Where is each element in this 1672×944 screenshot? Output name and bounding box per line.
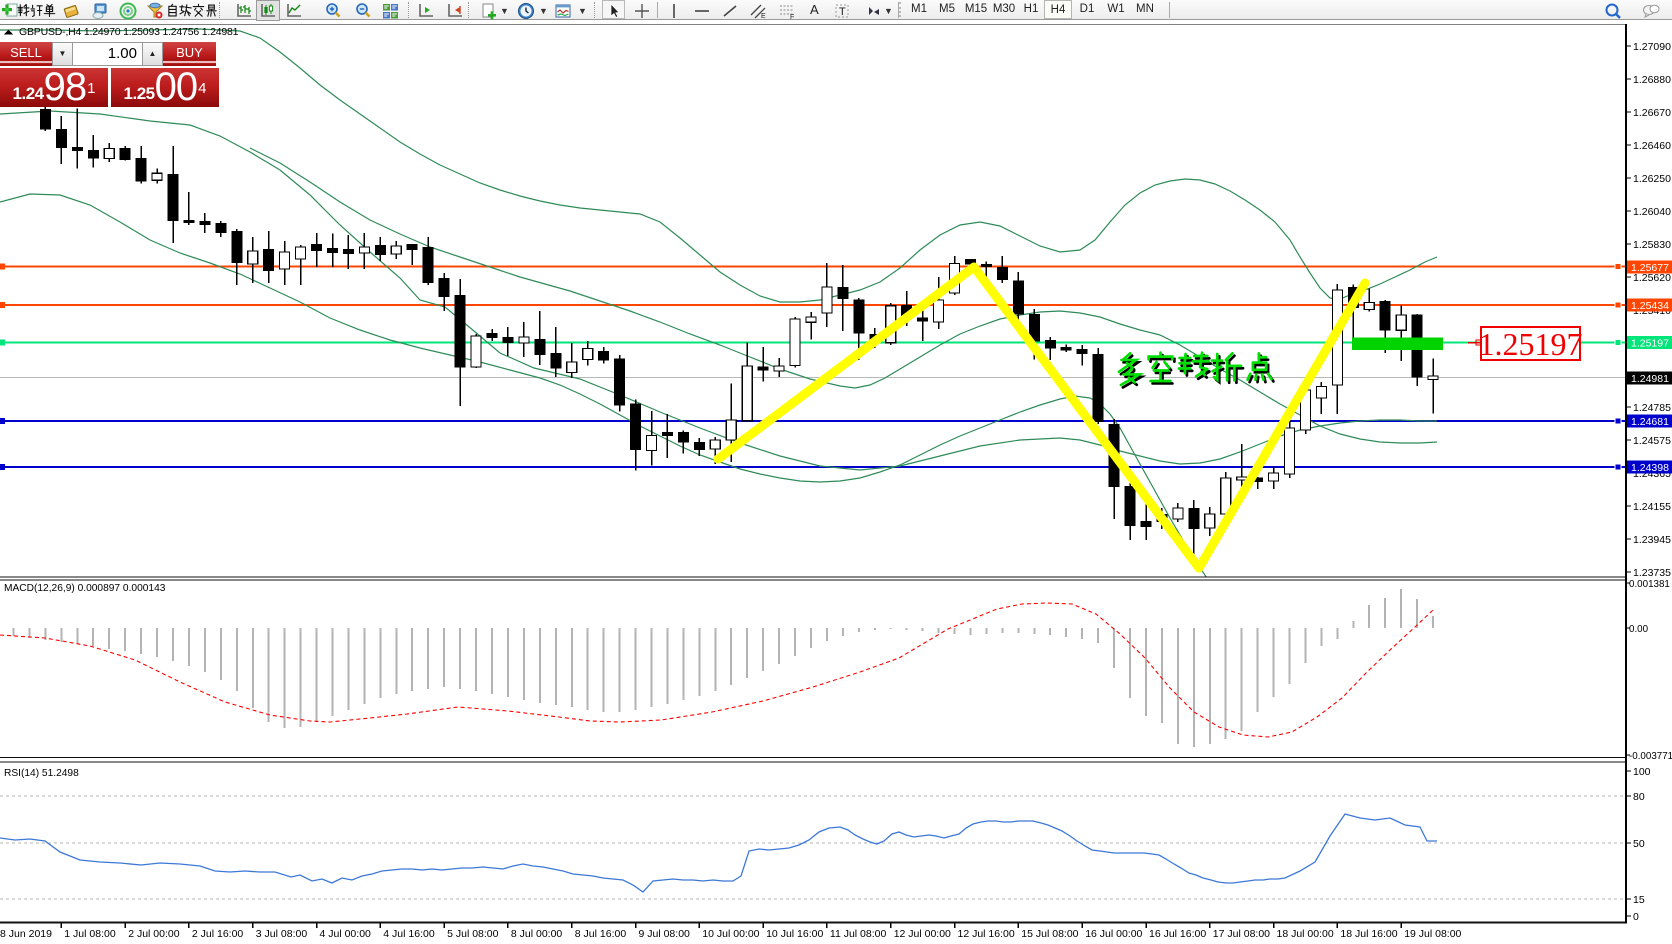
svg-text:1.26250: 1.26250 [1633, 173, 1671, 185]
svg-text:50: 50 [1633, 838, 1645, 850]
svg-text:8 Jul 16:00: 8 Jul 16:00 [575, 928, 627, 940]
svg-text:100: 100 [1633, 766, 1651, 778]
svg-text:1.23735: 1.23735 [1633, 567, 1671, 579]
svg-text:3 Jul 08:00: 3 Jul 08:00 [256, 928, 308, 940]
svg-text:18 Jul 16:00: 18 Jul 16:00 [1340, 928, 1397, 940]
svg-text:12 Jul 16:00: 12 Jul 16:00 [958, 928, 1015, 940]
svg-text:MACD(12,26,9) 0.000897 0.00014: MACD(12,26,9) 0.000897 0.000143 [4, 583, 166, 594]
svg-text:8 Jul 00:00: 8 Jul 00:00 [511, 928, 563, 940]
svg-text:1.24681: 1.24681 [1631, 416, 1669, 428]
svg-text:5 Jul 08:00: 5 Jul 08:00 [447, 928, 499, 940]
svg-text:1.24981: 1.24981 [1631, 373, 1669, 385]
svg-text:1.25677: 1.25677 [1631, 262, 1669, 274]
svg-text:18 Jul 00:00: 18 Jul 00:00 [1277, 928, 1334, 940]
svg-text:0: 0 [1633, 911, 1639, 923]
svg-text:1.24785: 1.24785 [1633, 402, 1671, 414]
svg-text:1.24155: 1.24155 [1633, 501, 1671, 513]
svg-text:16 Jul 16:00: 16 Jul 16:00 [1149, 928, 1206, 940]
svg-text:15 Jul 08:00: 15 Jul 08:00 [1021, 928, 1078, 940]
svg-text:1.25434: 1.25434 [1631, 300, 1669, 312]
svg-text:E: E [761, 13, 766, 20]
svg-text:9 Jul 08:00: 9 Jul 08:00 [639, 928, 691, 940]
svg-text:8 Jun 2019: 8 Jun 2019 [0, 928, 52, 940]
svg-text:10 Jul 16:00: 10 Jul 16:00 [766, 928, 823, 940]
svg-text:1.26460: 1.26460 [1633, 140, 1671, 152]
svg-text:0.001381: 0.001381 [1629, 579, 1670, 590]
svg-text:1.24575: 1.24575 [1633, 435, 1671, 447]
svg-text:1.27090: 1.27090 [1633, 41, 1671, 53]
svg-text:12 Jul 00:00: 12 Jul 00:00 [894, 928, 951, 940]
svg-text:1.25197: 1.25197 [1479, 326, 1583, 362]
svg-text:1.25197: 1.25197 [1631, 338, 1669, 350]
svg-text:1.26880: 1.26880 [1633, 74, 1671, 86]
svg-text:10 Jul 00:00: 10 Jul 00:00 [702, 928, 759, 940]
svg-text:1.25830: 1.25830 [1633, 239, 1671, 251]
svg-text:T: T [839, 6, 846, 18]
svg-text:15: 15 [1633, 894, 1645, 906]
svg-text:80: 80 [1633, 791, 1645, 803]
svg-text:1.25620: 1.25620 [1633, 272, 1671, 284]
svg-text:1.26670: 1.26670 [1633, 107, 1671, 119]
svg-text:F: F [790, 14, 794, 20]
svg-text:11 Jul 08:00: 11 Jul 08:00 [830, 928, 887, 940]
svg-text:4 Jul 16:00: 4 Jul 16:00 [383, 928, 435, 940]
svg-text:17 Jul 08:00: 17 Jul 08:00 [1213, 928, 1270, 940]
svg-text:2 Jul 16:00: 2 Jul 16:00 [192, 928, 244, 940]
svg-text:1.24398: 1.24398 [1631, 462, 1669, 474]
svg-text:1.26040: 1.26040 [1633, 206, 1671, 218]
svg-text:RSI(14) 51.2498: RSI(14) 51.2498 [4, 768, 79, 779]
svg-text:0.00: 0.00 [1629, 624, 1649, 635]
svg-text:19 Jul 08:00: 19 Jul 08:00 [1404, 928, 1461, 940]
svg-text:2 Jul 00:00: 2 Jul 00:00 [128, 928, 180, 940]
svg-text:4 Jul 00:00: 4 Jul 00:00 [320, 928, 372, 940]
svg-text:16 Jul 00:00: 16 Jul 00:00 [1085, 928, 1142, 940]
svg-text:GBPUSD-,H4 1.24970 1.25093 1.: GBPUSD-,H4 1.24970 1.25093 1.24756 1.249… [19, 26, 239, 38]
svg-text:1 Jul 08:00: 1 Jul 08:00 [64, 928, 116, 940]
svg-text:1.23945: 1.23945 [1633, 534, 1671, 546]
svg-text:-0.003771: -0.003771 [1629, 751, 1672, 762]
